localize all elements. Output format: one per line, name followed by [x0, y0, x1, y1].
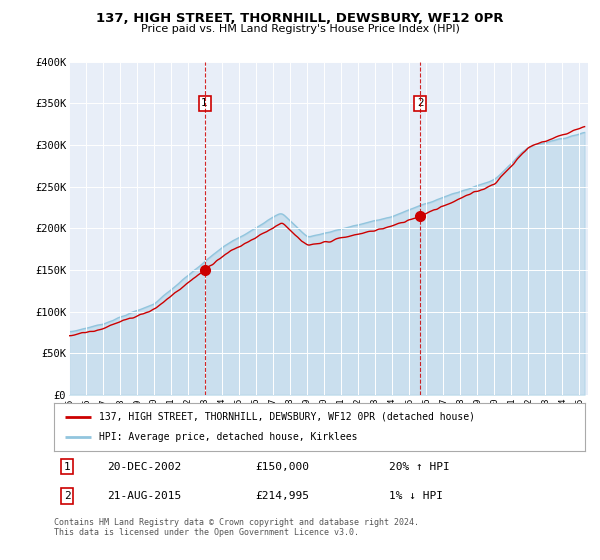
- Text: Price paid vs. HM Land Registry's House Price Index (HPI): Price paid vs. HM Land Registry's House …: [140, 24, 460, 34]
- Text: 21-AUG-2015: 21-AUG-2015: [107, 491, 181, 501]
- Text: 20% ↑ HPI: 20% ↑ HPI: [389, 461, 449, 472]
- Text: 1: 1: [64, 461, 71, 472]
- Text: 1% ↓ HPI: 1% ↓ HPI: [389, 491, 443, 501]
- Text: 2: 2: [417, 98, 424, 108]
- Text: 2: 2: [64, 491, 71, 501]
- Text: Contains HM Land Registry data © Crown copyright and database right 2024.
This d: Contains HM Land Registry data © Crown c…: [54, 518, 419, 538]
- Text: 20-DEC-2002: 20-DEC-2002: [107, 461, 181, 472]
- Text: 137, HIGH STREET, THORNHILL, DEWSBURY, WF12 0PR (detached house): 137, HIGH STREET, THORNHILL, DEWSBURY, W…: [99, 412, 475, 422]
- Text: HPI: Average price, detached house, Kirklees: HPI: Average price, detached house, Kirk…: [99, 432, 358, 442]
- Text: 137, HIGH STREET, THORNHILL, DEWSBURY, WF12 0PR: 137, HIGH STREET, THORNHILL, DEWSBURY, W…: [96, 12, 504, 25]
- Text: £150,000: £150,000: [256, 461, 310, 472]
- Text: £214,995: £214,995: [256, 491, 310, 501]
- Text: 1: 1: [202, 98, 208, 108]
